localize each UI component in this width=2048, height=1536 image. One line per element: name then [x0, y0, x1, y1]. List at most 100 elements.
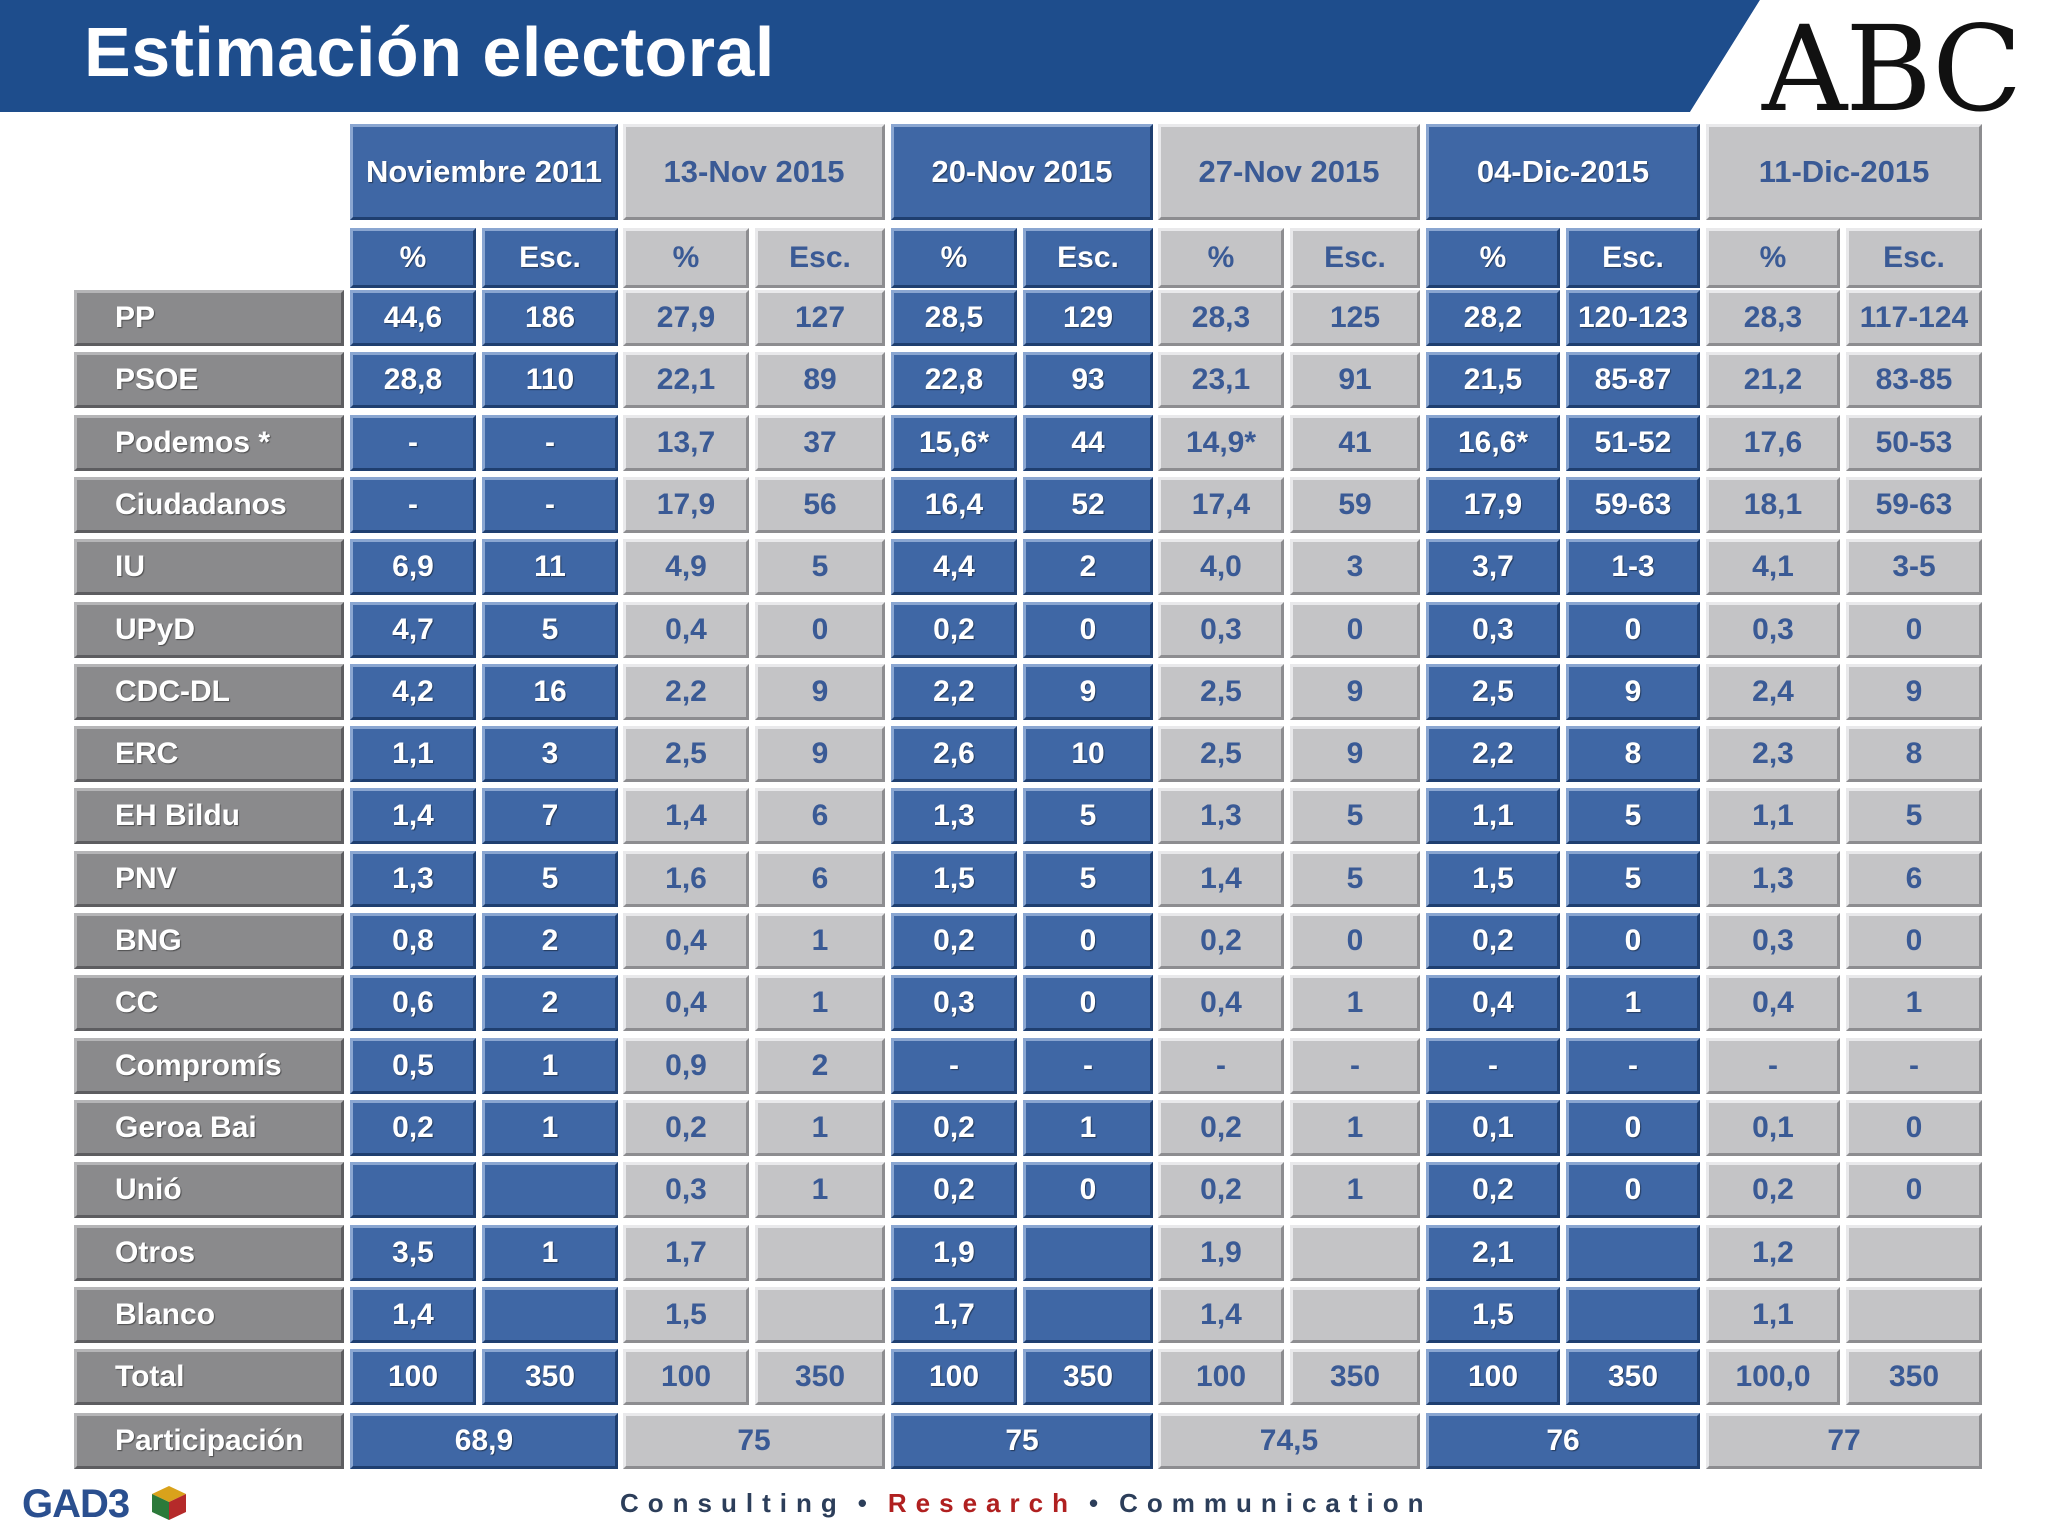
seats-cell — [1566, 1287, 1700, 1343]
percent-cell: 0,2 — [1426, 1162, 1560, 1218]
percent-cell: 0,2 — [623, 1100, 749, 1156]
seats-cell: 9 — [1846, 664, 1982, 720]
seats-cell: 1 — [482, 1225, 618, 1281]
percent-cell: 0,2 — [891, 1162, 1017, 1218]
percent-cell: 28,8 — [350, 352, 476, 408]
party-label: Geroa Bai — [74, 1100, 344, 1156]
participation-cell: 77 — [1706, 1413, 1982, 1469]
percent-cell: 0,3 — [1426, 602, 1560, 658]
percent-cell: 0,3 — [1706, 913, 1840, 969]
seats-cell: - — [482, 477, 618, 533]
seats-cell: 8 — [1566, 726, 1700, 782]
seats-cell: 9 — [755, 664, 885, 720]
tagline: Consulting • Research • Communication — [620, 1488, 1433, 1519]
seats-cell: 8 — [1846, 726, 1982, 782]
percent-cell: - — [350, 415, 476, 471]
percent-cell: 14,9* — [1158, 415, 1284, 471]
percent-cell: 28,5 — [891, 290, 1017, 346]
percent-cell: 0,2 — [1158, 1100, 1284, 1156]
seats-cell: - — [1566, 1038, 1700, 1094]
percent-cell: 2,2 — [891, 664, 1017, 720]
percent-cell: 4,1 — [1706, 539, 1840, 595]
percent-cell: 2,2 — [1426, 726, 1560, 782]
seats-cell: 91 — [1290, 352, 1420, 408]
percent-cell: 3,5 — [350, 1225, 476, 1281]
seats-cell: 3 — [1290, 539, 1420, 595]
seats-cell: 110 — [482, 352, 618, 408]
seats-cell: 1 — [755, 1162, 885, 1218]
subheader-seats: Esc. — [1023, 228, 1153, 288]
seats-cell: 0 — [1846, 602, 1982, 658]
seats-cell: 50-53 — [1846, 415, 1982, 471]
seats-cell: 37 — [755, 415, 885, 471]
percent-cell: 100 — [891, 1349, 1017, 1405]
seats-cell: 9 — [1290, 726, 1420, 782]
percent-cell: 4,4 — [891, 539, 1017, 595]
seats-cell — [1290, 1287, 1420, 1343]
percent-cell: 6,9 — [350, 539, 476, 595]
percent-cell: 4,9 — [623, 539, 749, 595]
percent-cell: 100 — [1158, 1349, 1284, 1405]
percent-cell: 0,4 — [1426, 975, 1560, 1031]
seats-cell: 59 — [1290, 477, 1420, 533]
seats-cell: 1 — [755, 1100, 885, 1156]
percent-cell: 16,6* — [1426, 415, 1560, 471]
percent-cell: 23,1 — [1158, 352, 1284, 408]
seats-cell: 127 — [755, 290, 885, 346]
party-label: Compromís — [74, 1038, 344, 1094]
cube-icon — [152, 1486, 186, 1520]
seats-cell: - — [1846, 1038, 1982, 1094]
seats-cell: 1 — [1290, 1162, 1420, 1218]
percent-cell: 17,9 — [1426, 477, 1560, 533]
party-label: ERC — [74, 726, 344, 782]
page-title: Estimación electoral — [84, 13, 775, 91]
seats-cell: 0 — [1023, 1162, 1153, 1218]
percent-cell: 15,6* — [891, 415, 1017, 471]
column-header: 04-Dic-2015 — [1426, 124, 1700, 220]
seats-cell: 6 — [755, 788, 885, 844]
seats-cell: 7 — [482, 788, 618, 844]
percent-cell — [350, 1162, 476, 1218]
percent-cell: - — [350, 477, 476, 533]
seats-cell: 5 — [1846, 788, 1982, 844]
tagline-research: Research — [887, 1488, 1077, 1518]
seats-cell: 3-5 — [1846, 539, 1982, 595]
party-label: Unió — [74, 1162, 344, 1218]
percent-cell: 1,6 — [623, 851, 749, 907]
percent-cell: 0,2 — [1158, 1162, 1284, 1218]
seats-cell: 41 — [1290, 415, 1420, 471]
seats-cell: 1 — [755, 975, 885, 1031]
subheader-percent: % — [1426, 228, 1560, 288]
seats-cell — [1846, 1225, 1982, 1281]
seats-cell: 0 — [1846, 1162, 1982, 1218]
subheader-percent: % — [891, 228, 1017, 288]
percent-cell: 1,3 — [1706, 851, 1840, 907]
percent-cell: 2,4 — [1706, 664, 1840, 720]
seats-cell: 0 — [1566, 1100, 1700, 1156]
party-label: PNV — [74, 851, 344, 907]
percent-cell: - — [891, 1038, 1017, 1094]
seats-cell — [1846, 1287, 1982, 1343]
tagline-separator: • — [857, 1488, 876, 1518]
party-label: Otros — [74, 1225, 344, 1281]
percent-cell: 17,9 — [623, 477, 749, 533]
column-header: 13-Nov 2015 — [623, 124, 885, 220]
percent-cell: 28,3 — [1158, 290, 1284, 346]
percent-cell: 2,5 — [1158, 726, 1284, 782]
percent-cell: 22,1 — [623, 352, 749, 408]
subheader-seats: Esc. — [1566, 228, 1700, 288]
party-label: CC — [74, 975, 344, 1031]
percent-cell: 0,2 — [891, 1100, 1017, 1156]
percent-cell: 0,9 — [623, 1038, 749, 1094]
party-label: Total — [74, 1349, 344, 1405]
seats-cell: 350 — [1290, 1349, 1420, 1405]
party-label: EH Bildu — [74, 788, 344, 844]
seats-cell: 16 — [482, 664, 618, 720]
percent-cell: 4,0 — [1158, 539, 1284, 595]
seats-cell — [1290, 1225, 1420, 1281]
seats-cell: 0 — [1023, 913, 1153, 969]
seats-cell: 0 — [1290, 913, 1420, 969]
participation-cell: 76 — [1426, 1413, 1700, 1469]
percent-cell: - — [1158, 1038, 1284, 1094]
seats-cell: 1-3 — [1566, 539, 1700, 595]
